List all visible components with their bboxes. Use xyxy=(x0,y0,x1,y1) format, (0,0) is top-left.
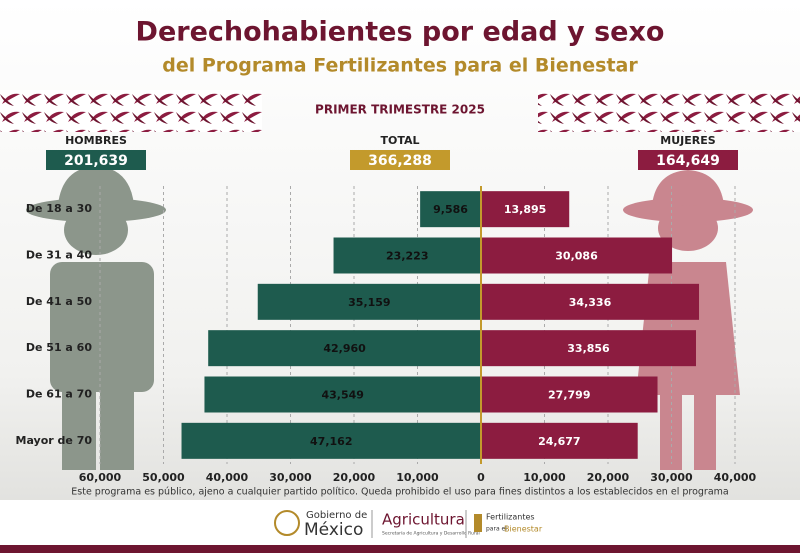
chart-title: Derechohabientes por edad y sexo xyxy=(136,17,665,48)
logo-text: Bienestar xyxy=(504,525,543,534)
chart-subtitle: del Programa Fertilizantes para el Biene… xyxy=(162,55,638,77)
logo-text: Fertilizantes xyxy=(486,513,535,522)
x-tick-label: 50,000 xyxy=(142,471,185,484)
total-name: TOTAL xyxy=(380,134,419,147)
x-tick-label: 0 xyxy=(477,471,485,484)
logo-icon xyxy=(474,514,482,532)
x-tick-label: 30,000 xyxy=(650,471,693,484)
total-box xyxy=(350,150,450,170)
bar xyxy=(333,237,481,274)
bar xyxy=(181,422,481,459)
value-label: 33,856 xyxy=(567,342,610,355)
value-label: 27,799 xyxy=(548,389,590,402)
x-tick-label: 10,000 xyxy=(523,471,566,484)
bar xyxy=(481,376,658,413)
bar xyxy=(481,283,700,320)
logo-text: para el xyxy=(486,526,507,533)
x-tick-label: 60,000 xyxy=(79,471,122,484)
seal-icon xyxy=(274,510,300,536)
total-name: MUJERES xyxy=(660,134,715,147)
logo-text: México xyxy=(304,520,363,540)
category-label: Mayor de 70 xyxy=(16,434,93,447)
category-label: De 41 a 50 xyxy=(26,295,92,308)
x-tick-label: 10,000 xyxy=(396,471,439,484)
total-box xyxy=(638,150,738,170)
value-label: 42,960 xyxy=(323,342,366,355)
total-value: 366,288 xyxy=(368,153,432,169)
bar xyxy=(481,422,638,459)
bar xyxy=(208,330,482,367)
x-tick-label: 30,000 xyxy=(269,471,312,484)
x-tick-label: 40,000 xyxy=(206,471,249,484)
total-name: HOMBRES xyxy=(65,134,127,147)
logo-text: Agricultura xyxy=(382,511,465,529)
logo-text: Secretaría de Agricultura y Desarrollo R… xyxy=(382,530,480,537)
total-value: 201,639 xyxy=(64,153,128,169)
category-label: De 31 a 40 xyxy=(26,249,92,262)
value-label: 43,549 xyxy=(322,389,364,402)
footnote: Este programa es público, ajeno a cualqu… xyxy=(71,487,728,498)
bar xyxy=(257,283,481,320)
value-label: 24,677 xyxy=(538,435,580,448)
logo-band xyxy=(0,500,800,545)
period: PRIMER TRIMESTRE 2025 xyxy=(315,103,485,117)
total-value: 164,649 xyxy=(656,153,720,169)
value-label: 35,159 xyxy=(348,296,390,309)
bar xyxy=(481,191,570,228)
x-tick-label: 20,000 xyxy=(587,471,630,484)
logo-text: Gobierno de xyxy=(306,510,367,521)
bar xyxy=(481,330,696,367)
bar xyxy=(204,376,481,413)
bar xyxy=(420,191,481,228)
x-tick-label: 40,000 xyxy=(714,471,757,484)
category-label: De 18 a 30 xyxy=(26,202,92,215)
value-label: 30,086 xyxy=(555,250,598,263)
value-label: 34,336 xyxy=(569,296,612,309)
bottom-stripe xyxy=(0,545,800,553)
bar xyxy=(481,237,673,274)
decor-left xyxy=(0,90,262,132)
category-label: De 51 a 60 xyxy=(26,341,92,354)
value-label: 23,223 xyxy=(386,250,428,263)
value-label: 9,586 xyxy=(433,203,468,216)
total-box xyxy=(46,150,146,170)
man-silhouette xyxy=(26,166,166,470)
x-tick-label: 20,000 xyxy=(333,471,376,484)
decor-right xyxy=(538,90,800,132)
value-label: 13,895 xyxy=(504,203,546,216)
value-label: 47,162 xyxy=(310,435,352,448)
category-label: De 61 a 70 xyxy=(26,388,92,401)
